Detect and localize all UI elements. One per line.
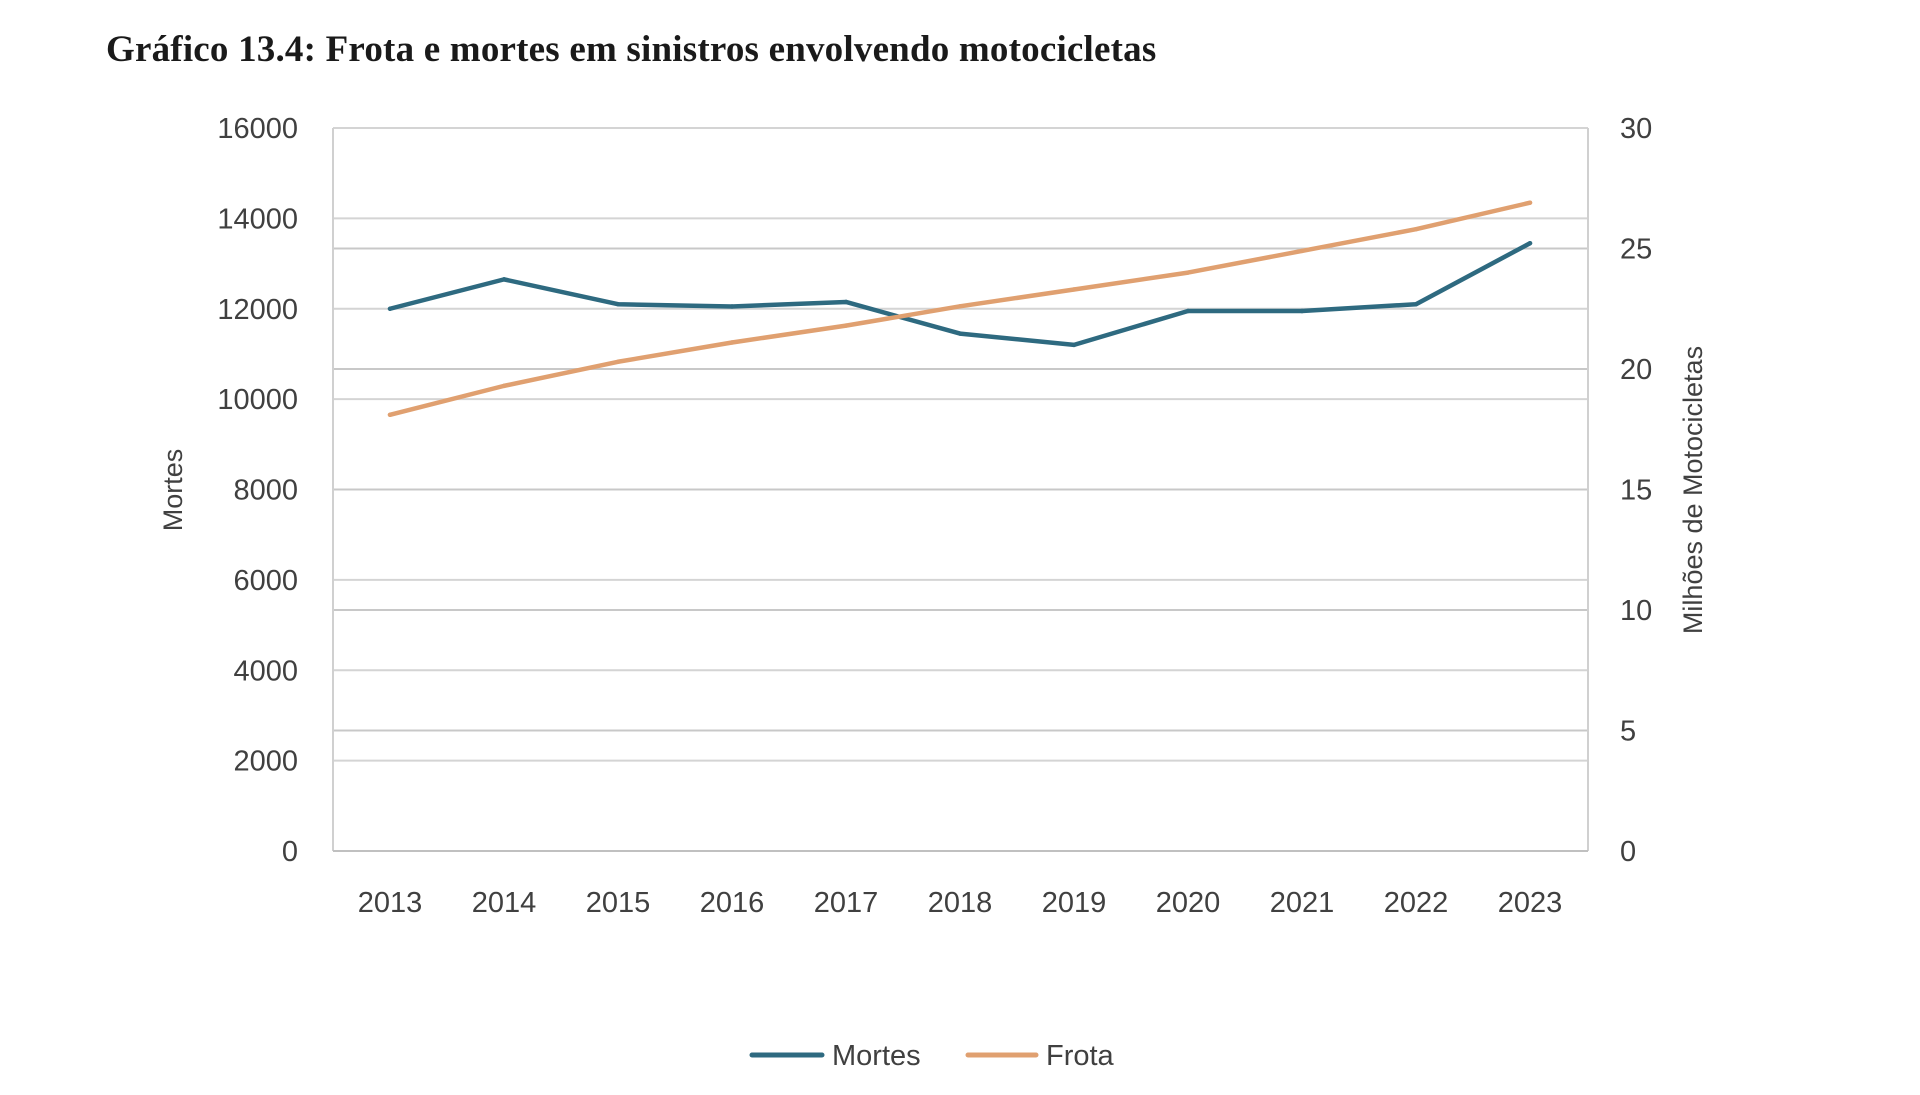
series-line-mortes bbox=[387, 240, 1533, 348]
axes bbox=[332, 128, 1589, 852]
data-point-mortes-2023 bbox=[1527, 241, 1533, 246]
right-tick-label: 30 bbox=[1620, 113, 1652, 145]
data-point-frota-2020 bbox=[1185, 270, 1191, 275]
data-point-frota-2019 bbox=[1071, 287, 1077, 292]
gridlines bbox=[333, 127, 1588, 762]
chart-title: Gráfico 13.4: Frota e mortes em sinistro… bbox=[106, 29, 1157, 70]
data-point-mortes-2022 bbox=[1413, 302, 1419, 307]
left-tick-label: 0 bbox=[282, 836, 298, 868]
right-tick-label: 10 bbox=[1620, 595, 1652, 627]
right-tick-label: 5 bbox=[1620, 716, 1636, 748]
data-point-mortes-2020 bbox=[1185, 308, 1191, 314]
data-point-mortes-2015 bbox=[615, 302, 621, 307]
right-tick-label: 25 bbox=[1620, 234, 1652, 266]
data-point-mortes-2019 bbox=[1071, 342, 1077, 348]
left-tick-label: 4000 bbox=[233, 655, 298, 687]
data-point-frota-2014 bbox=[501, 383, 507, 389]
data-point-frota-2022 bbox=[1413, 227, 1419, 232]
data-point-frota-2021 bbox=[1299, 248, 1305, 254]
x-tick-label: 2015 bbox=[586, 887, 651, 919]
x-tick-label: 2016 bbox=[700, 887, 765, 919]
data-point-frota-2018 bbox=[957, 304, 963, 309]
tick-labels: 0 2000 4000 6000 8000 10000 12000 14000 16000 0 5 1… bbox=[158, 113, 1708, 919]
left-tick-label: 10000 bbox=[217, 384, 298, 416]
data-point-frota-2013 bbox=[387, 412, 393, 417]
x-tick-label: 2014 bbox=[472, 887, 537, 919]
left-tick-label: 8000 bbox=[233, 475, 298, 507]
x-tick-label: 2013 bbox=[358, 887, 423, 919]
left-tick-label: 2000 bbox=[233, 746, 298, 778]
right-axis-title: Milhões de Motocicletas bbox=[1678, 346, 1708, 634]
data-point-mortes-2018 bbox=[957, 331, 963, 336]
x-tick-label: 2020 bbox=[1156, 887, 1221, 919]
x-tick-label: 2023 bbox=[1498, 887, 1563, 919]
legend-label-mortes: Mortes bbox=[832, 1040, 921, 1072]
data-point-mortes-2021 bbox=[1299, 308, 1305, 314]
data-point-frota-2015 bbox=[615, 359, 621, 364]
data-point-frota-2023 bbox=[1527, 200, 1533, 205]
data-point-mortes-2017 bbox=[843, 299, 849, 305]
legend: Mortes Frota bbox=[749, 1040, 1115, 1072]
series-lines bbox=[387, 200, 1533, 418]
data-point-frota-2017 bbox=[843, 323, 849, 328]
x-tick-label: 2017 bbox=[814, 887, 879, 919]
data-point-mortes-2014 bbox=[501, 277, 507, 282]
left-tick-label: 16000 bbox=[217, 113, 298, 145]
x-tick-label: 2022 bbox=[1384, 887, 1449, 919]
right-tick-label: 15 bbox=[1620, 475, 1652, 507]
left-axis-title: Mortes bbox=[158, 449, 188, 532]
legend-label-frota: Frota bbox=[1046, 1040, 1115, 1072]
left-tick-label: 12000 bbox=[217, 294, 298, 326]
data-point-mortes-2013 bbox=[387, 306, 393, 311]
left-tick-label: 14000 bbox=[217, 203, 298, 235]
right-tick-label: 0 bbox=[1620, 836, 1636, 868]
left-tick-label: 6000 bbox=[233, 565, 298, 597]
right-tick-label: 20 bbox=[1620, 354, 1652, 386]
x-tick-label: 2018 bbox=[928, 887, 993, 919]
data-point-frota-2016 bbox=[729, 340, 735, 345]
x-tick-label: 2019 bbox=[1042, 887, 1107, 919]
data-point-mortes-2016 bbox=[729, 304, 735, 309]
x-tick-label: 2021 bbox=[1270, 887, 1335, 919]
